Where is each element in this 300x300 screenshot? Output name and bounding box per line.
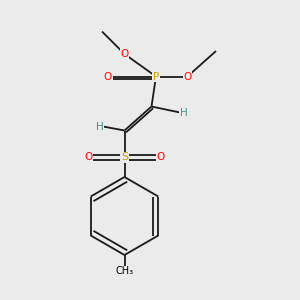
Text: H: H (180, 107, 188, 118)
Text: H: H (96, 122, 104, 132)
Text: O: O (84, 152, 93, 163)
Text: P: P (153, 71, 159, 82)
Text: O: O (183, 71, 192, 82)
Text: S: S (121, 152, 128, 163)
Text: O: O (120, 49, 129, 59)
Text: CH₃: CH₃ (116, 266, 134, 277)
Text: O: O (156, 152, 165, 163)
Text: O: O (104, 71, 112, 82)
